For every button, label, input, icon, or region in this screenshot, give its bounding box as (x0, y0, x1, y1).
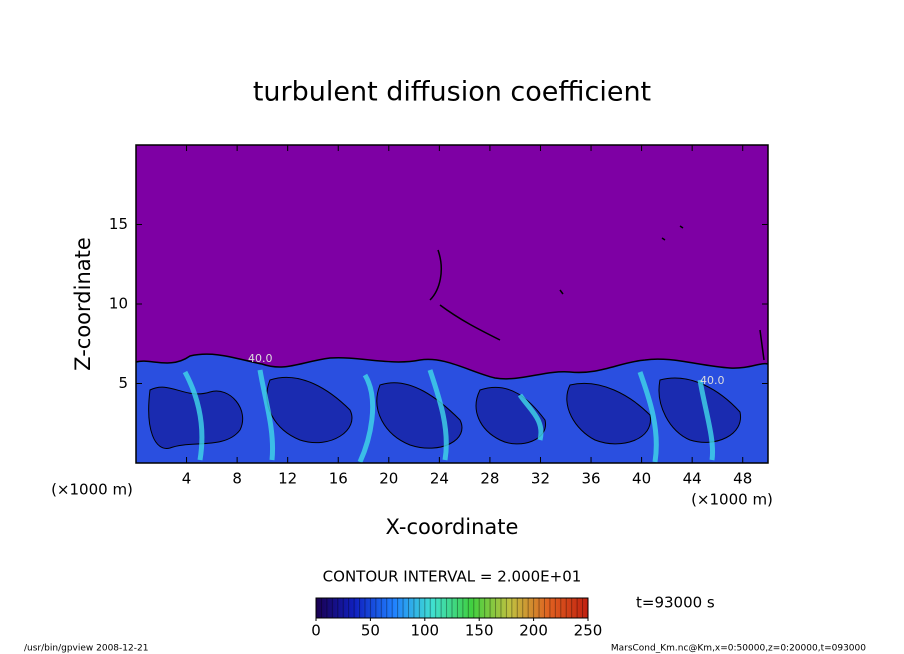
x-tick-label: 44 (683, 470, 702, 488)
x-tick-label: 12 (278, 470, 297, 488)
field (135, 145, 769, 464)
contour-line (135, 353, 769, 380)
x-tick-label: 32 (531, 470, 550, 488)
contour-label: 40.0 (700, 374, 725, 387)
colorbar-tick-label: 250 (574, 622, 603, 640)
footer-right: MarsCond_Km.nc@Km,x=0:50000,z=0:20000,t=… (611, 644, 866, 654)
y-axis-label: Z-coordinate (71, 237, 95, 371)
high-region (182, 369, 716, 464)
x-unit-label: (×1000 m) (691, 491, 773, 509)
contour-line (429, 225, 765, 361)
y-tick-label: 15 (109, 215, 128, 233)
y-tick-label: 10 (109, 295, 128, 313)
colorbar-tick-label: 0 (311, 622, 321, 640)
time-label: t=93000 s (636, 594, 715, 612)
x-tick-label: 20 (379, 470, 398, 488)
colorbar-tick-label: 100 (410, 622, 439, 640)
colorbar-tick-label: 200 (519, 622, 548, 640)
x-tick-label: 24 (430, 470, 449, 488)
colorbar-tick-label: 150 (465, 622, 494, 640)
x-tick-label: 8 (232, 470, 242, 488)
x-tick-label: 40 (632, 470, 651, 488)
chart-title: turbulent diffusion coefficient (253, 77, 651, 108)
colorbar (315, 597, 589, 619)
x-tick-label: 28 (480, 470, 499, 488)
contour-interval: CONTOUR INTERVAL = 2.000E+01 (323, 568, 582, 586)
x-unit-label: (×1000 m) (51, 481, 133, 499)
x-tick-label: 36 (581, 470, 600, 488)
x-tick-label: 16 (329, 470, 348, 488)
colorbar-tick-label: 50 (361, 622, 380, 640)
x-tick-label: 4 (182, 470, 192, 488)
x-axis-label: X-coordinate (386, 515, 519, 539)
x-tick-label: 48 (733, 470, 752, 488)
y-tick-label: 5 (118, 374, 128, 392)
contour-label: 40.0 (248, 352, 273, 365)
footer-left: /usr/bin/gpview 2008-12-21 (24, 644, 148, 654)
